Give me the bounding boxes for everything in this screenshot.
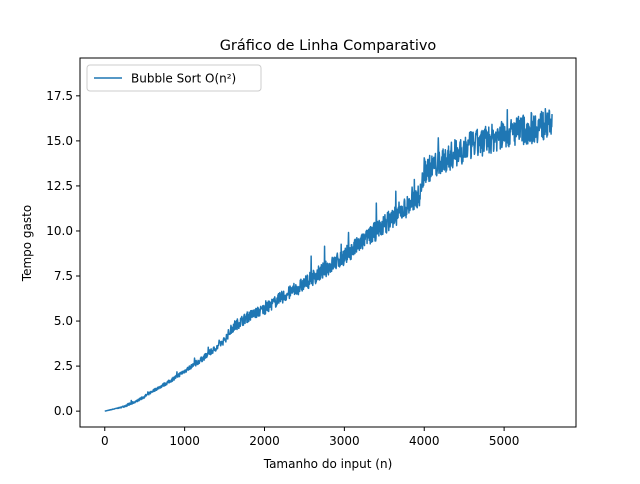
y-tick-label: 7.5 [54, 269, 73, 283]
x-tick-label: 3000 [329, 434, 360, 448]
y-tick-label: 10.0 [46, 224, 73, 238]
y-tick-label: 15.0 [46, 134, 73, 148]
series-line [104, 108, 553, 412]
axes-frame [79, 57, 577, 428]
legend-label: Bubble Sort O(n²) [131, 72, 236, 86]
x-axis-label: Tamanho do input (n) [263, 457, 393, 471]
x-tick-label: 1000 [169, 434, 200, 448]
x-tick-label: 5000 [489, 434, 520, 448]
y-tick-label: 17.5 [46, 89, 73, 103]
legend-box [86, 64, 262, 92]
axis-ticks: 0 1000 2000 3000 4000 5000 0.0 2.5 5.0 7.5 10.0 12.… [46, 89, 519, 448]
y-tick-label: 5.0 [54, 314, 73, 328]
x-tick-label: 2000 [249, 434, 280, 448]
x-tick-label: 0 [101, 434, 109, 448]
y-tick-label: 2.5 [54, 359, 73, 373]
legend: Bubble Sort O(n²) [86, 64, 262, 92]
y-axis-label: Tempo gasto [20, 205, 34, 282]
plot-area [104, 108, 553, 412]
y-tick-label: 12.5 [46, 179, 73, 193]
chart-title: Gráfico de Linha Comparativo [220, 38, 437, 54]
y-tick-label: 0.0 [54, 404, 73, 418]
x-tick-label: 4000 [409, 434, 440, 448]
